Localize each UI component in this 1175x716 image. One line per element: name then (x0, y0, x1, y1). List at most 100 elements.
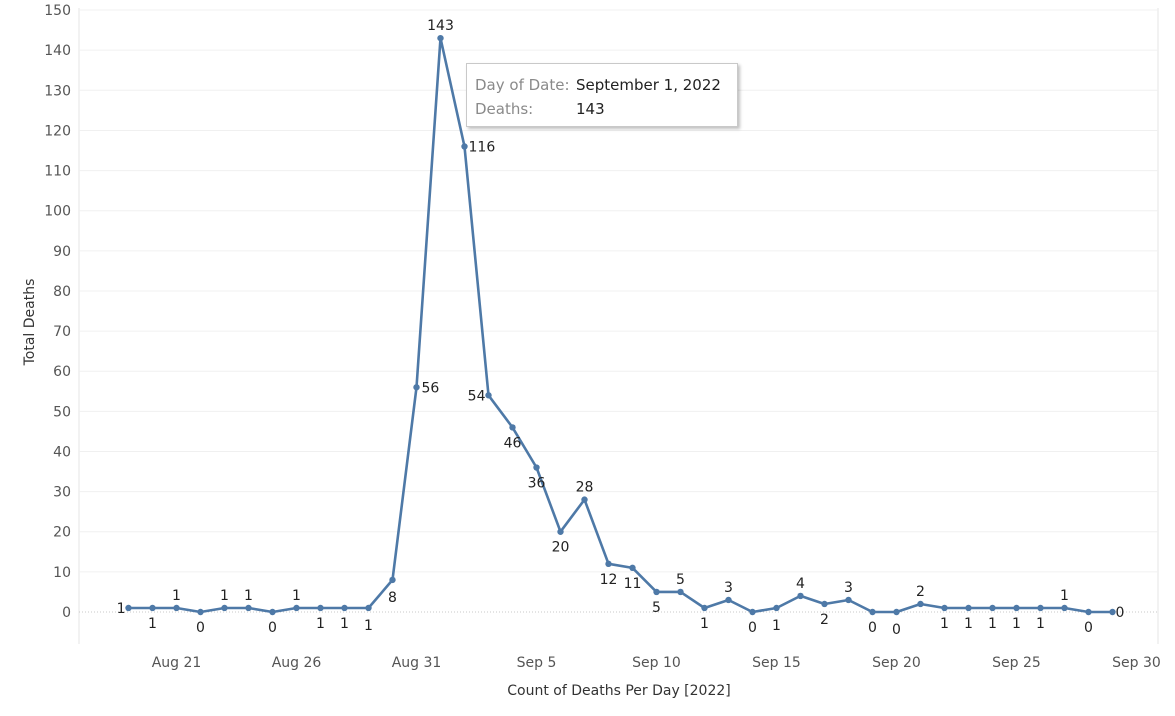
tooltip-date-key: Day of Date: (475, 76, 570, 94)
data-point[interactable] (845, 596, 852, 604)
y-tick-label: 100 (44, 204, 71, 220)
data-label: 116 (469, 139, 496, 155)
data-point[interactable] (893, 608, 900, 616)
data-label: 20 (552, 540, 570, 556)
data-point[interactable] (557, 528, 564, 535)
data-label: 0 (196, 620, 205, 636)
data-point[interactable] (269, 608, 276, 616)
data-label: 3 (844, 580, 853, 596)
data-label: 2 (916, 584, 925, 600)
x-tick-label: Sep 5 (517, 655, 557, 671)
data-point[interactable] (581, 496, 588, 503)
tooltip-deaths-key: Deaths: (475, 100, 534, 118)
data-label: 1 (364, 618, 373, 634)
y-tick-label: 20 (53, 525, 71, 541)
data-point[interactable] (341, 604, 348, 612)
data-label: 54 (468, 388, 486, 404)
data-point[interactable] (1085, 608, 1092, 616)
data-point[interactable] (317, 604, 324, 612)
data-point[interactable] (965, 604, 972, 612)
data-point[interactable] (293, 604, 300, 612)
data-point[interactable] (173, 604, 180, 612)
data-label: 1 (292, 588, 301, 604)
gridlines (78, 8, 1159, 644)
x-tick-label: Sep 20 (872, 655, 921, 671)
x-tick-label: Sep 10 (632, 655, 681, 671)
data-point[interactable] (149, 604, 156, 612)
tooltip: Day of Date: September 1, 2022 Deaths: 143 (466, 63, 738, 127)
y-tick-label: 0 (62, 605, 71, 621)
data-point[interactable] (461, 143, 468, 150)
data-point[interactable] (245, 604, 252, 612)
data-point[interactable] (389, 576, 396, 584)
deaths-series[interactable] (125, 34, 1116, 616)
data-label: 0 (868, 620, 877, 636)
data-point[interactable] (797, 592, 804, 600)
tooltip-deaths-value: 143 (576, 100, 605, 118)
data-point[interactable] (365, 604, 372, 612)
data-point[interactable] (701, 604, 708, 612)
y-tick-label: 130 (44, 83, 71, 99)
data-label: 1 (1036, 616, 1045, 632)
y-tick-label: 10 (53, 565, 71, 581)
data-point[interactable] (605, 560, 612, 568)
data-point[interactable] (197, 608, 204, 616)
data-label: 0 (268, 620, 277, 636)
data-label: 0 (1084, 620, 1093, 636)
data-point[interactable] (749, 608, 756, 616)
x-axis: Aug 21 Aug 26 Aug 31 Sep 5 Sep 10 Sep 15 Sep 2… (152, 655, 1161, 671)
data-label: 3 (724, 580, 733, 596)
y-tick-label: 80 (53, 284, 71, 300)
x-tick-label: Sep 25 (992, 655, 1041, 671)
y-tick-label: 120 (44, 123, 71, 139)
data-point[interactable] (485, 392, 492, 399)
data-point[interactable] (821, 600, 828, 608)
tooltip-deaths-row: Deaths: 143 (475, 100, 605, 118)
data-point[interactable] (1013, 604, 1020, 612)
data-label: 28 (576, 480, 594, 496)
data-point[interactable] (869, 608, 876, 616)
data-point[interactable] (725, 596, 732, 604)
data-label: 1 (316, 616, 325, 632)
data-point[interactable] (989, 604, 996, 612)
data-label: 1 (220, 588, 229, 604)
data-label: 1 (340, 616, 349, 632)
data-point[interactable] (773, 604, 780, 612)
x-tick-label: Sep 30 (1112, 655, 1161, 671)
tooltip-date-row: Day of Date: September 1, 2022 (475, 76, 721, 94)
data-label: 143 (427, 18, 454, 34)
data-label: 1 (1012, 616, 1021, 632)
data-label: 1 (988, 616, 997, 632)
data-point[interactable] (677, 588, 684, 596)
data-label: 0 (748, 620, 757, 636)
data-point[interactable] (437, 34, 444, 42)
data-label: 46 (504, 435, 522, 451)
data-point[interactable] (533, 464, 540, 471)
data-point[interactable] (917, 600, 924, 608)
y-tick-label: 150 (44, 3, 71, 19)
data-label: 1 (244, 588, 253, 604)
data-point[interactable] (509, 424, 516, 431)
data-point[interactable] (221, 604, 228, 612)
data-point[interactable] (1061, 604, 1068, 612)
data-point[interactable] (629, 564, 636, 572)
data-label: 0 (1116, 605, 1125, 621)
data-point[interactable] (125, 604, 132, 612)
data-point[interactable] (1109, 608, 1116, 616)
data-label: 56 (422, 380, 440, 396)
data-point[interactable] (413, 384, 420, 391)
x-tick-label: Aug 21 (152, 655, 202, 671)
series-line[interactable] (128, 36, 1113, 614)
data-point[interactable] (653, 588, 660, 596)
data-label: 1 (700, 616, 709, 632)
data-label: 5 (652, 600, 661, 616)
data-point[interactable] (1037, 604, 1044, 612)
data-label: 1 (940, 616, 949, 632)
tooltip-date-value: September 1, 2022 (576, 76, 721, 94)
y-axis: 0 10 20 30 40 50 60 70 80 90 100 110 120 130 140 150 (44, 3, 71, 621)
x-tick-label: Aug 26 (272, 655, 322, 671)
data-label: 8 (388, 590, 397, 606)
y-tick-label: 40 (53, 444, 71, 460)
data-point[interactable] (941, 604, 948, 612)
y-tick-label: 140 (44, 43, 71, 59)
